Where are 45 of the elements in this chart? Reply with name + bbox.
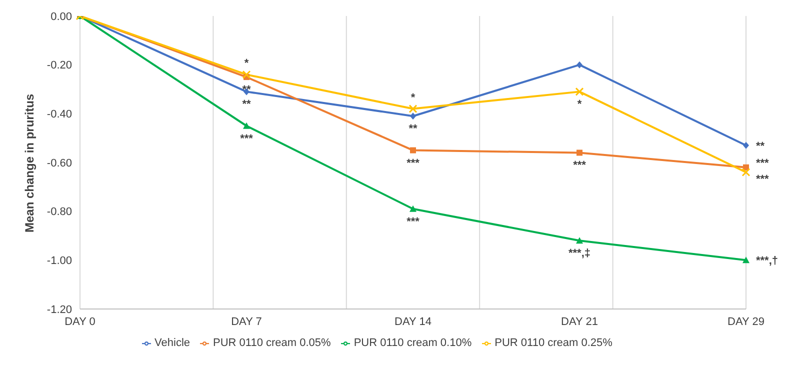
x-tick-label: DAY 14: [394, 316, 432, 328]
y-tick-label: 0.00: [50, 10, 72, 23]
annotation: ***: [240, 132, 254, 145]
point: [742, 256, 750, 264]
x-tick-label: DAY 21: [561, 316, 598, 328]
annotation: *: [244, 58, 250, 70]
y-tick-label: -1.00: [46, 255, 72, 268]
x-tick-label: DAY 29: [728, 316, 764, 328]
y-tick-label: -0.60: [46, 157, 72, 170]
annotation: ***,†: [756, 255, 778, 268]
annotation: ***: [406, 216, 420, 228]
legend-label: PUR 0110 cream 0.25%: [494, 337, 612, 349]
point: [408, 104, 418, 114]
legend-label: Vehicle: [154, 337, 190, 349]
point: [243, 122, 250, 129]
point: [742, 168, 750, 177]
annotation: **: [242, 84, 252, 96]
annotation: ***: [756, 157, 770, 170]
x-tick-label: DAY 7: [231, 316, 262, 328]
annotation: ***: [573, 160, 587, 172]
point: [575, 87, 584, 96]
point: [576, 61, 582, 68]
point: [576, 237, 583, 244]
annotation: *: [410, 92, 416, 104]
y-tick-label: -1.20: [46, 304, 72, 316]
x-tick-label: DAY 0: [64, 316, 96, 328]
annotation: ***: [406, 157, 420, 170]
y-tick-label: -0.20: [46, 60, 72, 72]
annotation: ***,‡: [568, 248, 591, 260]
point: [410, 112, 416, 120]
legend-label: PUR 0110 cream 0.10%: [354, 337, 472, 349]
annotation: ***: [756, 173, 770, 186]
point: [576, 150, 582, 156]
y-tick-label: -0.40: [46, 108, 72, 121]
y-axis-title: Mean change in pruritus: [22, 93, 36, 232]
legend-label: PUR 0110 cream 0.05%: [213, 337, 331, 349]
annotation: **: [408, 123, 418, 136]
point: [743, 142, 749, 149]
point: [242, 70, 251, 79]
annotation: **: [242, 98, 252, 111]
point: [410, 147, 416, 154]
y-tick-label: -0.80: [46, 206, 72, 218]
annotation: **: [756, 140, 766, 152]
annotation: *: [577, 98, 582, 111]
point: [410, 205, 416, 212]
